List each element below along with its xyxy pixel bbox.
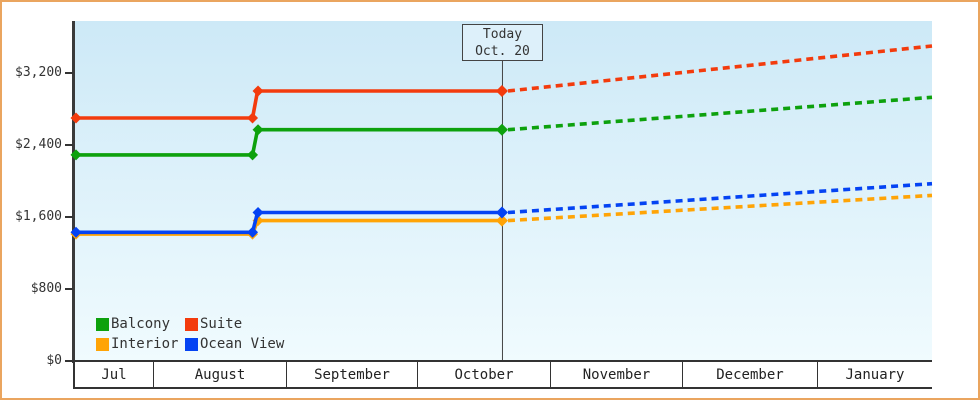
y-axis-tick <box>65 216 73 218</box>
data-point-marker <box>495 206 508 219</box>
month-cell-october: October <box>418 362 551 387</box>
y-axis-label: $2,400 <box>15 137 62 152</box>
data-point-marker <box>247 112 259 124</box>
data-point-marker <box>252 207 264 218</box>
data-point-marker <box>495 123 508 136</box>
data-point-marker <box>70 226 82 238</box>
month-cell-august: August <box>154 362 287 387</box>
legend-row: Balcony Suite <box>96 314 284 334</box>
legend-label: Interior <box>111 336 179 352</box>
data-point-marker <box>70 149 82 161</box>
data-point-marker <box>70 112 82 124</box>
series-suite <box>70 44 933 124</box>
legend-label: Balcony <box>111 316 171 332</box>
y-axis-label: $1,600 <box>15 209 62 224</box>
data-point-marker <box>252 85 264 97</box>
legend-row: Interior Ocean View <box>96 334 284 354</box>
y-axis-tick <box>65 360 73 362</box>
data-point-marker <box>495 214 508 227</box>
month-cell-december: December <box>683 362 818 387</box>
legend-item-balcony: Balcony <box>96 316 185 332</box>
series-line-solid <box>74 127 502 157</box>
legend-item-ocean-view: Ocean View <box>185 336 284 352</box>
y-axis-tick <box>65 72 73 74</box>
series-line-solid <box>74 210 502 235</box>
series-line-solid <box>74 89 502 120</box>
legend-swatch-icon <box>185 337 198 351</box>
today-annotation-title: Today <box>482 27 523 42</box>
data-point-marker <box>252 124 264 136</box>
y-axis-label: $800 <box>30 281 62 296</box>
series-balcony <box>70 95 933 161</box>
series-line-forecast <box>507 95 933 132</box>
month-cell-january: January <box>845 366 905 383</box>
y-axis-label: $3,200 <box>15 65 62 80</box>
month-cell-november: November <box>551 362 683 387</box>
y-axis-label: $0 <box>46 353 62 368</box>
legend-label: Suite <box>200 316 243 332</box>
y-axis-line <box>72 21 75 363</box>
plot-area <box>75 21 932 361</box>
legend-swatch-icon <box>185 317 198 331</box>
month-cell-jul: Jul <box>75 362 155 387</box>
series-line-forecast <box>507 44 933 93</box>
data-point-marker <box>495 85 508 97</box>
legend-swatch-icon <box>96 317 109 331</box>
data-point-marker <box>247 226 259 238</box>
y-axis-tick <box>65 288 73 290</box>
chart-legend: Balcony Suite Interior Ocean View <box>96 314 284 354</box>
series-ocean-view <box>70 181 933 238</box>
data-point-marker <box>247 149 259 161</box>
month-cell-september: September <box>287 362 419 387</box>
y-axis-tick <box>65 144 73 146</box>
legend-item-interior: Interior <box>96 336 185 352</box>
today-annotation: Today Oct. 20 <box>462 24 543 61</box>
legend-swatch-icon <box>96 337 109 351</box>
legend-label: Ocean View <box>200 336 285 352</box>
series-line-forecast <box>507 181 933 215</box>
x-axis-month-band: Jul August September October November Decembe… <box>73 360 932 389</box>
today-annotation-date: Oct. 20 <box>475 44 530 59</box>
legend-item-suite: Suite <box>185 316 242 332</box>
series-line-forecast <box>507 193 933 223</box>
